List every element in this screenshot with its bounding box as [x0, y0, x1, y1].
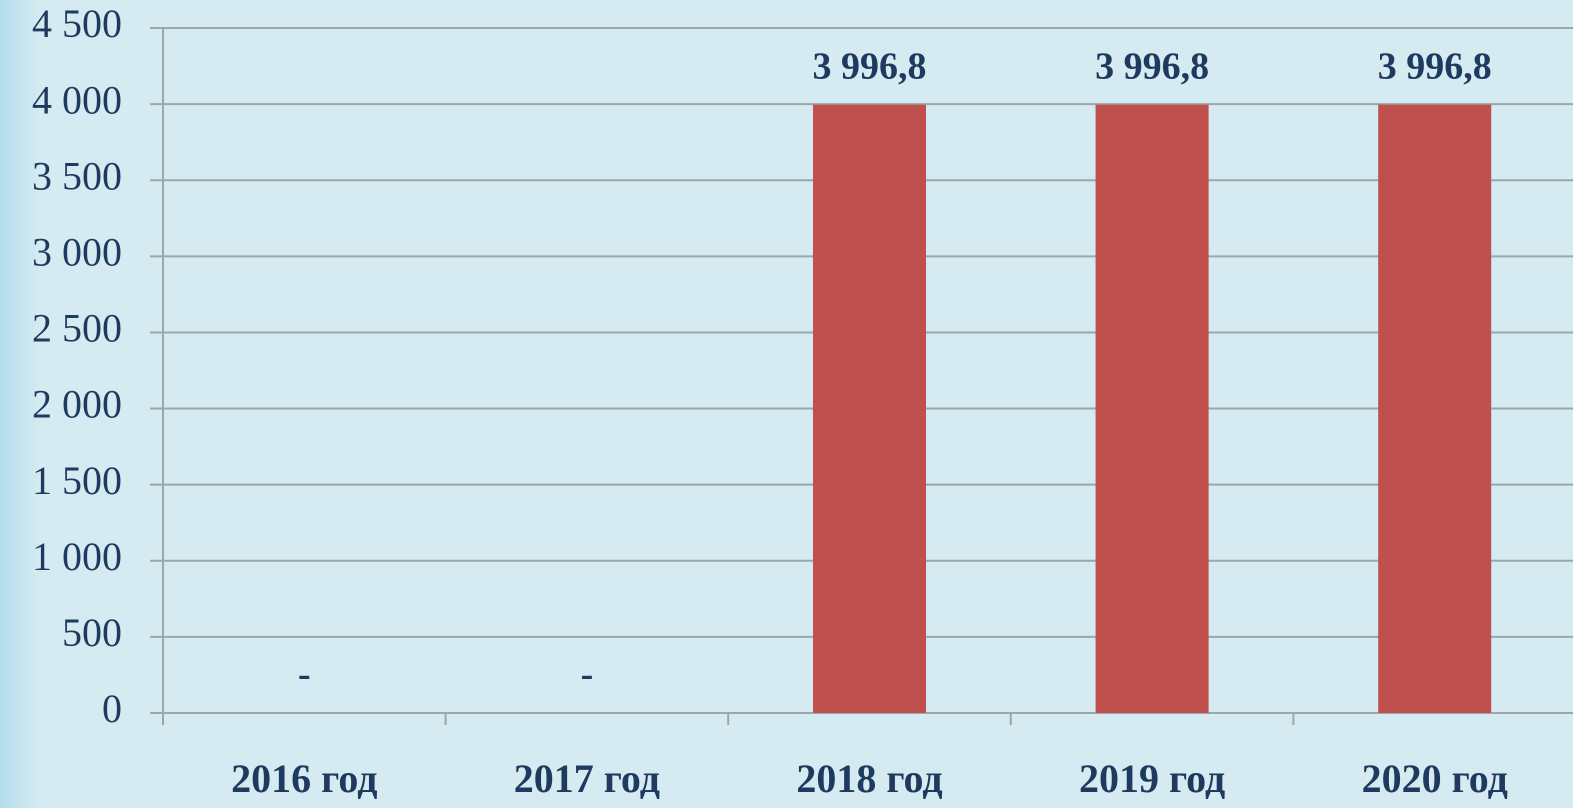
x-tick-label: 2017 год	[514, 756, 660, 801]
bar	[812, 104, 927, 714]
y-tick-label: 500	[62, 610, 122, 655]
x-tick-label: 2018 год	[796, 756, 942, 801]
data-label: 3 996,8	[813, 45, 927, 87]
data-label: 3 996,8	[1378, 45, 1492, 87]
y-tick-label: 2 000	[32, 382, 122, 427]
data-label: -	[298, 654, 311, 696]
x-tick-label: 2020 год	[1362, 756, 1508, 801]
y-tick-label: 4 000	[32, 77, 122, 122]
x-tick-label: 2016 год	[231, 756, 377, 801]
data-label: 3 996,8	[1095, 45, 1209, 87]
y-tick-label: 2 500	[32, 306, 122, 351]
y-tick-label: 3 500	[32, 153, 122, 198]
y-tick-label: 1 500	[32, 458, 122, 503]
bar	[1378, 104, 1492, 714]
y-tick-label: 1 000	[32, 534, 122, 579]
y-tick-label: 0	[102, 686, 122, 731]
x-tick-label: 2019 год	[1079, 756, 1225, 801]
bar	[1095, 104, 1209, 714]
y-tick-label: 3 000	[32, 230, 122, 275]
y-tick-label: 4 500	[32, 1, 122, 46]
data-label: -	[581, 654, 594, 696]
